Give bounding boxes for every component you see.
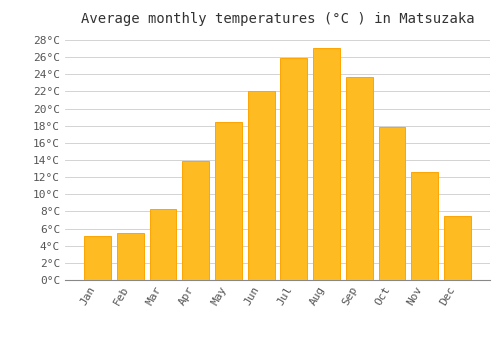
Bar (346, 77, 372, 280)
Title: Average monthly temperatures (°C ) in Matsuzaka: Average monthly temperatures (°C ) in Ma… (80, 12, 474, 26)
Bar (444, 216, 470, 280)
Bar (280, 58, 307, 280)
Bar (182, 161, 209, 280)
Bar (378, 127, 406, 280)
Bar (117, 233, 144, 280)
Bar (150, 209, 176, 280)
Bar (411, 172, 438, 280)
Bar (215, 122, 242, 280)
Bar (84, 236, 111, 280)
Bar (248, 91, 274, 280)
Bar (313, 48, 340, 280)
